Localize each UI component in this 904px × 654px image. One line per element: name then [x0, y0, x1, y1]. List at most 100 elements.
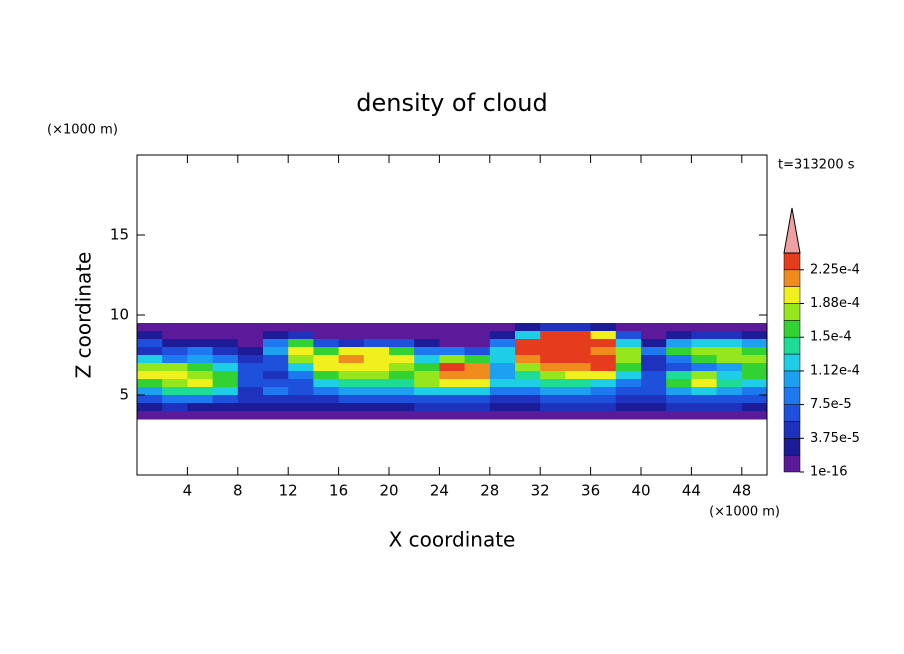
contour-cell — [389, 339, 415, 348]
x-tick-label: 48 — [732, 482, 751, 500]
x-tick-label: 44 — [682, 482, 701, 500]
contour-cell — [263, 379, 289, 388]
contour-cell — [641, 323, 667, 332]
contour-cell — [389, 411, 415, 420]
contour-cell — [313, 387, 340, 396]
contour-cell — [439, 331, 466, 340]
contour-cell — [515, 411, 541, 420]
contour-cell — [666, 347, 692, 356]
contour-cell — [615, 323, 642, 332]
colorbar-band — [783, 269, 801, 287]
contour-cell — [489, 331, 516, 340]
contour-cell — [716, 395, 743, 404]
contour-cell — [313, 403, 340, 412]
contour-cell — [691, 395, 718, 404]
contour-cell — [187, 339, 214, 348]
contour-cell — [716, 371, 743, 380]
contour-cell — [338, 379, 365, 388]
contour-cell — [716, 347, 743, 356]
contour-cell — [615, 411, 642, 420]
contour-cell — [237, 387, 264, 396]
contour-cell — [489, 355, 516, 364]
contour-cell — [540, 379, 566, 388]
contour-cell — [590, 355, 617, 364]
contour-cell — [464, 363, 491, 372]
x-tick-label: 16 — [329, 482, 348, 500]
y-unit: (×1000 m) — [47, 123, 118, 138]
contour-cell — [338, 331, 365, 340]
contour-cell — [212, 355, 239, 364]
contour-cell — [590, 387, 617, 396]
contour-cell — [515, 379, 541, 388]
colorbar-tick-label: 1.12e-4 — [810, 363, 860, 378]
x-tick-label: 24 — [430, 482, 449, 500]
contour-cell — [263, 411, 289, 420]
contour-cell — [540, 371, 566, 380]
x-tick-label: 20 — [379, 482, 398, 500]
contour-cell — [137, 323, 163, 332]
contour-cell — [313, 395, 340, 404]
contour-cell — [187, 387, 214, 396]
colorbar-band — [783, 421, 801, 439]
contour-cell — [237, 403, 264, 412]
contour-cell — [741, 323, 768, 332]
contour-cell — [641, 411, 667, 420]
contour-cell — [363, 355, 390, 364]
contour-cell — [565, 403, 592, 412]
colorbar-band — [783, 353, 801, 372]
contour-cell — [515, 403, 541, 412]
contour-cell — [288, 395, 314, 404]
contour-cell — [489, 395, 516, 404]
contour-cell — [363, 371, 390, 380]
contour-cell — [187, 395, 214, 404]
contour-cell — [489, 379, 516, 388]
contour-cell — [565, 387, 592, 396]
contour-cell — [162, 411, 188, 420]
contour-cell — [414, 355, 440, 364]
contour-cell — [540, 411, 566, 420]
contour-cell — [162, 339, 188, 348]
contour-cell — [414, 331, 440, 340]
x-axis-title: X coordinate — [389, 528, 516, 552]
contour-cell — [565, 347, 592, 356]
x-tick-label: 40 — [631, 482, 650, 500]
colorbar-band — [783, 252, 801, 271]
contour-cell — [162, 387, 188, 396]
time-label: t=313200 s — [778, 158, 855, 173]
contour-cell — [187, 347, 214, 356]
contour-cell — [237, 379, 264, 388]
contour-cell — [590, 323, 617, 332]
contour-cell — [666, 363, 692, 372]
contour-cell — [716, 339, 743, 348]
chart-title: density of cloud — [356, 89, 547, 117]
contour-cell — [540, 387, 566, 396]
contour-cell — [741, 395, 768, 404]
contour-cell — [590, 363, 617, 372]
contour-cell — [615, 403, 642, 412]
contour-cell — [439, 339, 466, 348]
contour-cell — [464, 355, 491, 364]
colorbar-tick-label: 2.25e-4 — [810, 262, 860, 277]
x-tick-label: 8 — [233, 482, 243, 500]
contour-cell — [389, 347, 415, 356]
contour-cell — [515, 363, 541, 372]
contour-cell — [389, 355, 415, 364]
contour-cell — [565, 331, 592, 340]
contour-cell — [212, 411, 239, 420]
contour-cell — [590, 403, 617, 412]
contour-cell — [237, 363, 264, 372]
contour-cell — [162, 323, 188, 332]
x-tick-label: 4 — [183, 482, 193, 500]
contour-cell — [338, 371, 365, 380]
contour-cell — [389, 387, 415, 396]
contour-cell — [439, 403, 466, 412]
contour-cell — [263, 347, 289, 356]
contour-cell — [389, 395, 415, 404]
contour-cell — [363, 363, 390, 372]
contour-cell — [565, 355, 592, 364]
contour-cell — [666, 331, 692, 340]
contour-cell — [162, 371, 188, 380]
x-tick-label: 12 — [279, 482, 298, 500]
contour-cell — [489, 323, 516, 332]
contour-cell — [741, 331, 768, 340]
